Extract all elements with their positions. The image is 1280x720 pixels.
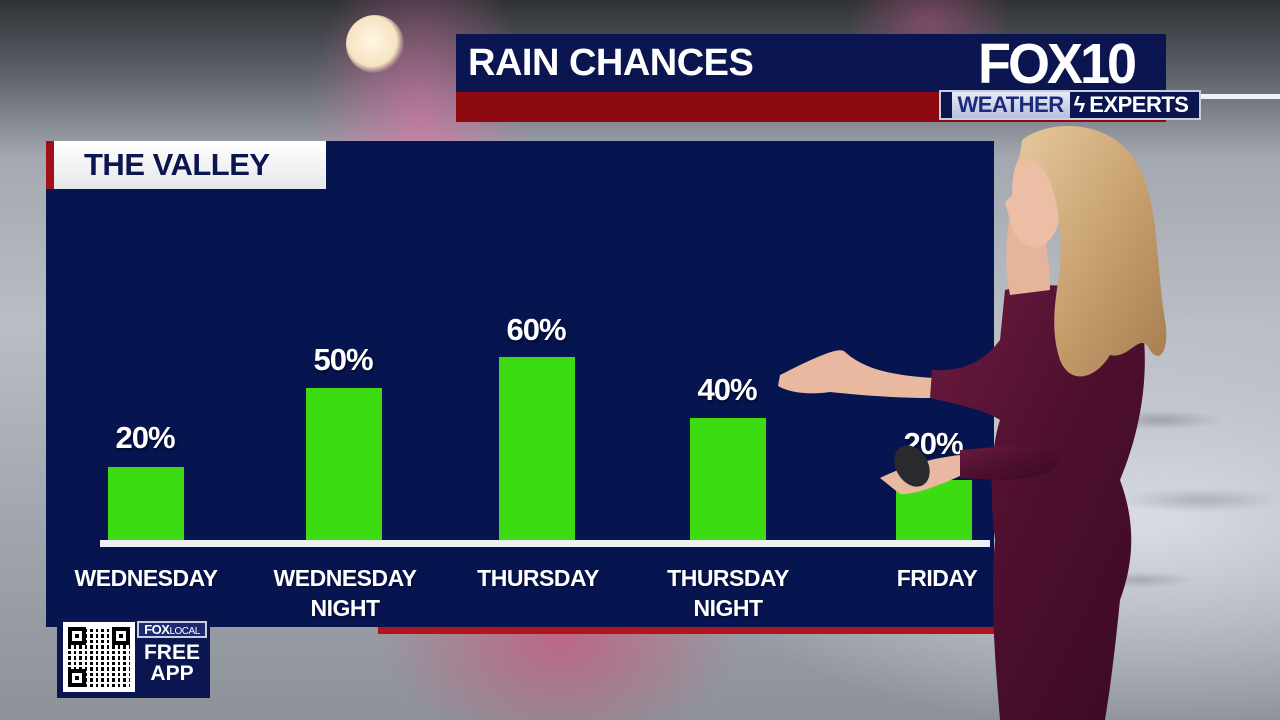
category-label: THURSDAY <box>438 563 638 593</box>
bar-thursday-night <box>690 418 766 540</box>
fox10-logo: FOX10 <box>978 32 1137 96</box>
bar-thursday <box>499 357 575 540</box>
qr-finder <box>112 627 130 645</box>
bar-value: 20% <box>903 426 963 461</box>
bar-value: 40% <box>697 372 757 407</box>
category-label: FRIDAY <box>837 563 1037 593</box>
bar-value: 60% <box>506 312 566 347</box>
label-line: WEDNESDAY <box>74 565 218 591</box>
weather-experts-badge: WEATHER ϟ EXPERTS <box>939 90 1201 120</box>
badge-experts-text: EXPERTS <box>1089 92 1189 117</box>
chart-baseline <box>100 540 990 547</box>
location-label: THE VALLEY <box>84 147 270 182</box>
bar-value: 50% <box>313 342 373 377</box>
badge-weather-text: WEATHER <box>951 92 1070 118</box>
qr-finder <box>68 669 86 687</box>
header-banner: RAIN CHANCES FOX10 WEATHER ϟ EXPERTS <box>456 32 1280 122</box>
bar-friday <box>896 480 972 540</box>
free-app-line2: APP <box>150 662 194 685</box>
label-line: THURSDAY <box>667 565 789 591</box>
free-app-line1: FREE <box>143 641 200 664</box>
page-title: RAIN CHANCES <box>468 42 754 84</box>
label-line: WEDNESDAY <box>273 565 417 591</box>
bar-wednesday <box>108 467 184 540</box>
category-label: WEDNESDAY <box>46 563 246 593</box>
fox-local-logo: FOXLOCAL <box>137 621 207 638</box>
bar-wednesday-night <box>306 388 382 540</box>
header-title-bar <box>456 34 1166 92</box>
label-line: THURSDAY <box>477 565 599 591</box>
label-line: FRIDAY <box>896 565 978 591</box>
app-download-badge[interactable]: FOXLOCAL FREE APP <box>57 618 210 698</box>
category-label: THURSDAY NIGHT <box>628 563 828 623</box>
header-divider-line <box>1201 94 1280 99</box>
background-light <box>346 15 404 73</box>
label-line: NIGHT <box>693 595 763 621</box>
fox-local-brand: FOX <box>144 622 170 637</box>
fox-local-suffix: LOCAL <box>169 626 200 637</box>
category-label: WEDNESDAY NIGHT <box>245 563 445 623</box>
lightning-bolt-icon: ϟ <box>1073 92 1086 117</box>
background-water <box>1080 380 1280 680</box>
location-tag: THE VALLEY <box>46 141 326 189</box>
qr-code-icon[interactable] <box>63 622 135 692</box>
panel-red-accent <box>378 627 994 634</box>
qr-finder <box>68 627 86 645</box>
free-app-text: FREE APP <box>137 642 207 684</box>
bar-value: 20% <box>115 420 175 455</box>
label-line: NIGHT <box>310 595 380 621</box>
